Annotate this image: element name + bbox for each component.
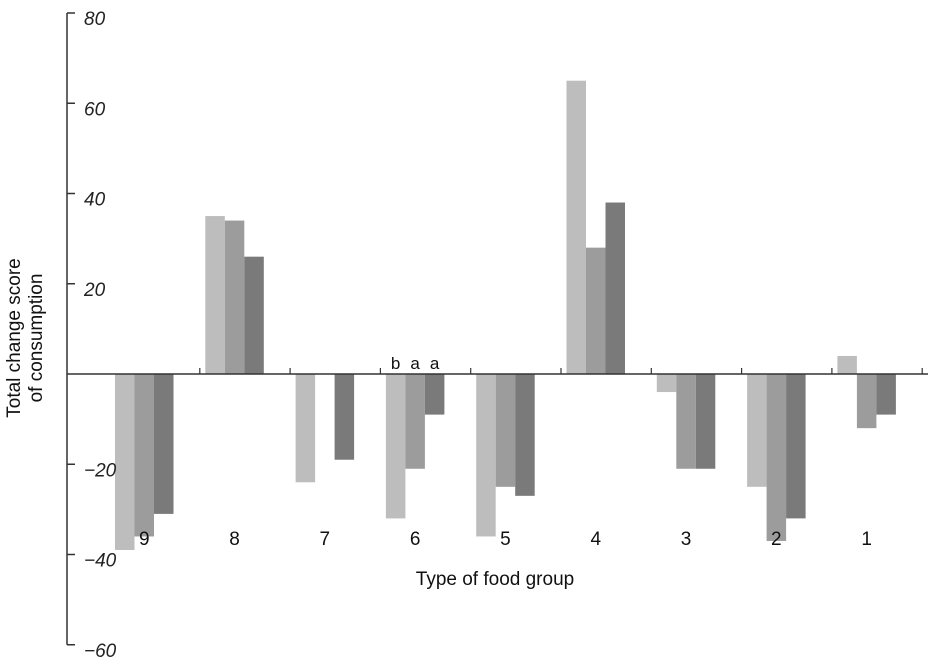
category-label: 8	[229, 529, 240, 550]
significance-letter: a	[410, 354, 420, 373]
y-tick-label: 60	[84, 99, 106, 120]
bar-cat-8-series-1	[205, 216, 225, 374]
y-tick-label: −20	[84, 460, 117, 481]
bar-cat-4-series-3	[605, 202, 625, 374]
bar-cat-1-series-3	[876, 374, 896, 415]
y-axis-title-line-1: Total change score	[4, 258, 25, 418]
y-ticks-group: 80 60 40 20 −20 −40 −60	[67, 9, 117, 662]
category-ticks-group	[199, 368, 923, 374]
significance-letter: a	[430, 354, 440, 373]
bar-cat-3-series-1	[656, 374, 677, 393]
y-tick-label: −40	[84, 551, 117, 572]
x-axis-title: Type of food group	[416, 569, 574, 590]
y-tick-label: −60	[84, 641, 117, 662]
bar-cat-1-series-2	[856, 374, 877, 429]
bar-cat-2-series-3	[786, 374, 806, 519]
bar-cat-3-series-2	[676, 374, 696, 469]
bar-cat-7-series-3	[334, 374, 355, 460]
category-labels-group: 9 8 7 6 5 4 3 2 1	[139, 529, 872, 550]
category-label: 5	[500, 529, 511, 550]
y-axis-title: Total change score of consumption	[4, 258, 47, 418]
bar-cat-4-series-2	[586, 247, 606, 374]
significance-letter: b	[391, 354, 400, 373]
bar-cat-4-series-1	[566, 80, 586, 374]
bar-cat-3-series-3	[695, 374, 716, 469]
bar-cat-7-series-1	[295, 374, 316, 483]
bar-cat-5-series-3	[515, 374, 535, 496]
bar-cat-1-series-1	[837, 355, 857, 374]
bar-cat-6-series-2	[405, 374, 425, 469]
bar-cat-9-series-3	[154, 374, 174, 514]
bar-cat-8-series-3	[244, 256, 264, 374]
y-tick-label: 80	[84, 9, 106, 30]
bar-cat-6-series-1	[385, 374, 406, 519]
y-axis-title-line-2: of consumption	[26, 274, 47, 403]
bar-cat-5-series-2	[495, 374, 516, 487]
bar-cat-9-series-1	[115, 374, 135, 550]
category-label: 7	[320, 529, 331, 550]
bar-cat-2-series-1	[747, 374, 767, 487]
category-label: 1	[861, 529, 872, 550]
bar-cat-5-series-1	[476, 374, 496, 537]
category-label: 9	[139, 529, 150, 550]
category-label: 2	[771, 529, 782, 550]
y-tick-label: 20	[83, 280, 106, 301]
category-label: 6	[410, 529, 421, 550]
bar-cat-9-series-2	[134, 374, 154, 537]
bar-cat-2-series-2	[766, 374, 787, 541]
category-label: 4	[590, 529, 601, 550]
category-label: 3	[681, 529, 692, 550]
bar-cat-6-series-3	[424, 374, 445, 415]
bar-cat-8-series-2	[224, 220, 245, 374]
y-tick-label: 40	[84, 190, 106, 211]
bars-group	[115, 80, 896, 550]
